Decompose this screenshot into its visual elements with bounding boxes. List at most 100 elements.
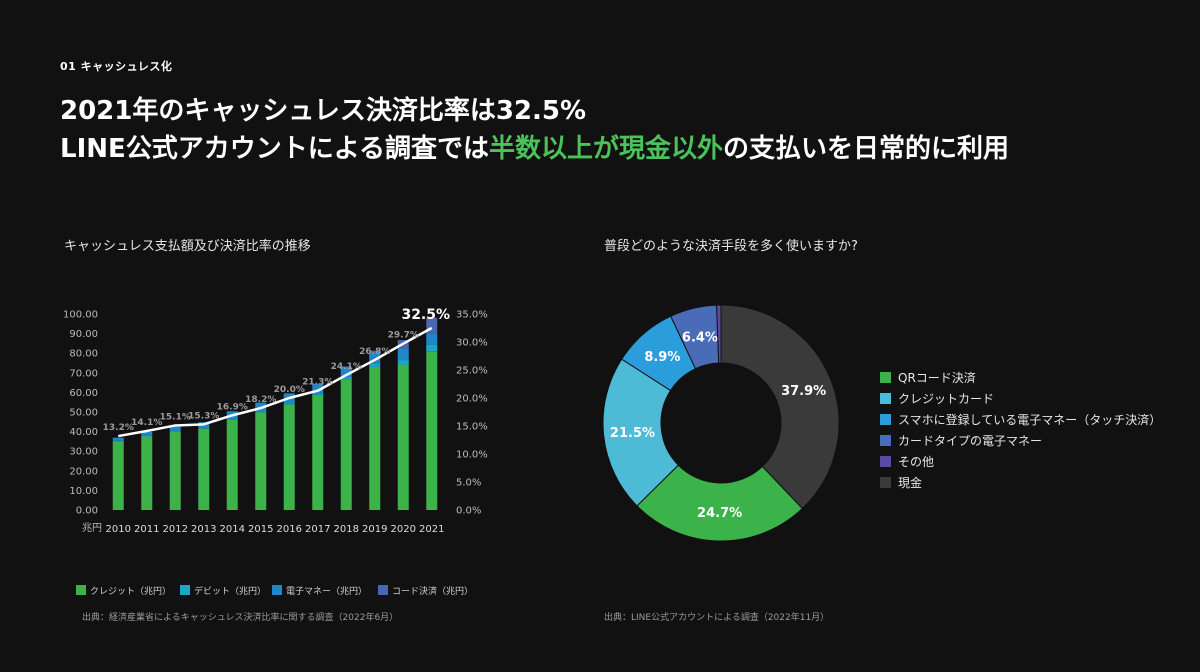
headline-line-2: LINE公式アカウントによる調査では半数以上が現金以外の支払いを日常的に利用 [60, 130, 1009, 168]
ratio-label-2014: 16.9% [217, 402, 248, 412]
donut-legend-swatch-1 [880, 393, 891, 404]
bar-2021-series-2 [426, 333, 438, 345]
donut-slice-label-2: 21.5% [610, 426, 655, 441]
x-axis-tick-2013: 2013 [191, 524, 216, 535]
ratio-label-2017: 21.3% [302, 378, 333, 388]
y-axis-tick-0: 0.00 [76, 506, 98, 517]
ratio-label-2013: 15.3% [188, 411, 219, 421]
bar-2020-series-0 [397, 364, 409, 510]
section-label: 01 キャッシュレス化 [60, 60, 173, 73]
donut-legend-swatch-2 [880, 414, 891, 425]
y2-axis-tick-3: 15.0% [456, 422, 488, 433]
bar-2018-series-1 [340, 377, 352, 380]
legend-swatch-1 [180, 585, 190, 595]
donut-legend-label-0: QRコード決済 [898, 370, 976, 385]
bar-2014-series-1 [226, 419, 238, 420]
y-axis-tick-1: 10.00 [69, 486, 98, 497]
bar-2013-series-0 [198, 428, 210, 510]
donut-legend-swatch-4 [880, 456, 891, 467]
donut-slice-5 [716, 304, 722, 364]
legend-label-2: 電子マネー（兆円） [286, 586, 367, 597]
donut-slice-label-1: 24.7% [697, 506, 742, 521]
bar-2018-series-0 [340, 379, 352, 510]
y2-axis-tick-1: 5.0% [456, 478, 481, 489]
donut-slice-1 [636, 464, 804, 542]
bar-2012-series-1 [169, 431, 181, 432]
ratio-line [118, 326, 433, 438]
ratio-label-2010: 13.2% [103, 423, 134, 433]
bar-2019-series-1 [369, 363, 381, 367]
y-axis-tick-8: 80.00 [69, 349, 98, 360]
donut-chart: 37.9% 24.7% 21.5% 8.9%6.4% QRコード決済クレジットカードスマ… [602, 304, 1161, 542]
bar-2016-series-1 [283, 403, 295, 405]
bar-2011-series-2 [141, 431, 153, 436]
donut-slice-2 [602, 358, 680, 507]
y2-axis-tick-0: 0.0% [456, 506, 481, 517]
bar-2019-series-0 [369, 366, 381, 510]
y-axis-tick-5: 50.00 [69, 408, 98, 419]
headline-line-2-post: の支払いを日常的に利用 [723, 134, 1010, 164]
legend-swatch-0 [76, 585, 86, 595]
legend-label-1: デビット（兆円） [194, 585, 266, 597]
bar-2021-series-0 [426, 351, 438, 510]
ratio-label-2015: 18.2% [245, 395, 276, 405]
x-axis-tick-2020: 2020 [391, 524, 416, 535]
y-axis-tick-10: 100.00 [63, 310, 98, 321]
legend-swatch-3 [378, 585, 388, 595]
legend-label-0: クレジット（兆円） [90, 586, 171, 597]
y-axis-tick-7: 70.00 [69, 368, 98, 379]
ratio-label-2018: 24.1% [331, 362, 362, 372]
ratio-label-2019: 26.8% [359, 347, 390, 357]
ratio-label-2012: 15.1% [160, 412, 191, 422]
bar-2014-series-0 [226, 419, 238, 510]
ratio-label-2016: 20.0% [274, 385, 305, 395]
y-axis-tick-2: 20.00 [69, 466, 98, 477]
donut-legend-label-1: クレジットカード [898, 392, 994, 406]
page-headline: 2021年のキャッシュレス決済比率は32.5% LINE公式アカウントによる調査… [60, 92, 1009, 168]
donut-legend-swatch-0 [880, 372, 891, 383]
headline-accent: 半数以上が現金以外 [488, 134, 723, 164]
bar-2010-series-2 [112, 437, 124, 441]
bar-2017-series-0 [312, 395, 324, 510]
donut-slice-label-4: 6.4% [682, 331, 718, 346]
donut-legend-label-4: その他 [898, 455, 934, 469]
y2-axis-tick-6: 30.0% [456, 338, 488, 349]
donut-chart-title: 普段どのような決済手段を多く使いますか? [604, 239, 858, 254]
bar-2020-series-2 [397, 348, 409, 361]
y-axis-tick-4: 40.00 [69, 427, 98, 438]
y2-axis-tick-2: 10.0% [456, 450, 488, 461]
x-axis-tick-2016: 2016 [277, 524, 302, 535]
bar-2012-series-2 [169, 426, 181, 432]
bar-2018-series-2 [340, 366, 352, 378]
y2-axis-tick-7: 35.0% [456, 310, 488, 321]
bar-2021-series-3 [426, 317, 438, 334]
x-axis-tick-2011: 2011 [134, 524, 159, 535]
bar-2010-series-0 [112, 441, 124, 510]
y2-axis-tick-4: 20.0% [456, 394, 488, 405]
x-axis-tick-2014: 2014 [220, 524, 245, 535]
y-axis-tick-9: 90.00 [69, 329, 98, 340]
bar-2016-series-0 [283, 404, 295, 510]
donut-chart-source: 出典：LINE公式アカウントによる調査（2022年11月） [604, 613, 830, 623]
headline-line-2-pre: LINE公式アカウントによる調査では [60, 134, 489, 164]
bar-2019-series-2 [369, 352, 381, 364]
bar-2017-series-2 [312, 383, 324, 395]
bar-2015-series-1 [255, 411, 267, 413]
bar-2020-series-1 [397, 360, 409, 365]
donut-slice-0 [720, 304, 840, 510]
donut-legend-label-2: スマホに登録している電子マネー（タッチ決済） [898, 412, 1161, 427]
x-axis-tick-2019: 2019 [362, 524, 387, 535]
bar-2011-series-1 [141, 435, 153, 437]
x-axis-tick-2017: 2017 [305, 524, 330, 535]
x-axis-tick-2010: 2010 [106, 524, 131, 535]
x-axis-tick-2012: 2012 [163, 524, 188, 535]
ratio-label-2020: 29.7% [388, 331, 419, 341]
legend-label-3: コード決済（兆円） [392, 585, 473, 597]
bar-chart-source: 出典：経済産業省によるキャッシュレス決済比率に関する調査（2022年6月） [82, 613, 399, 623]
bar-2013-series-1 [198, 428, 210, 429]
x-axis-tick-2018: 2018 [334, 524, 359, 535]
donut-legend-label-3: カードタイプの電子マネー [898, 434, 1042, 448]
bar-chart: 0.00 10.00 20.00 30.00 40.00 50.00 60.00 70.00 8… [63, 307, 488, 597]
x-unit-label: 兆円 [82, 522, 102, 534]
y-axis-tick-3: 30.00 [69, 447, 98, 458]
